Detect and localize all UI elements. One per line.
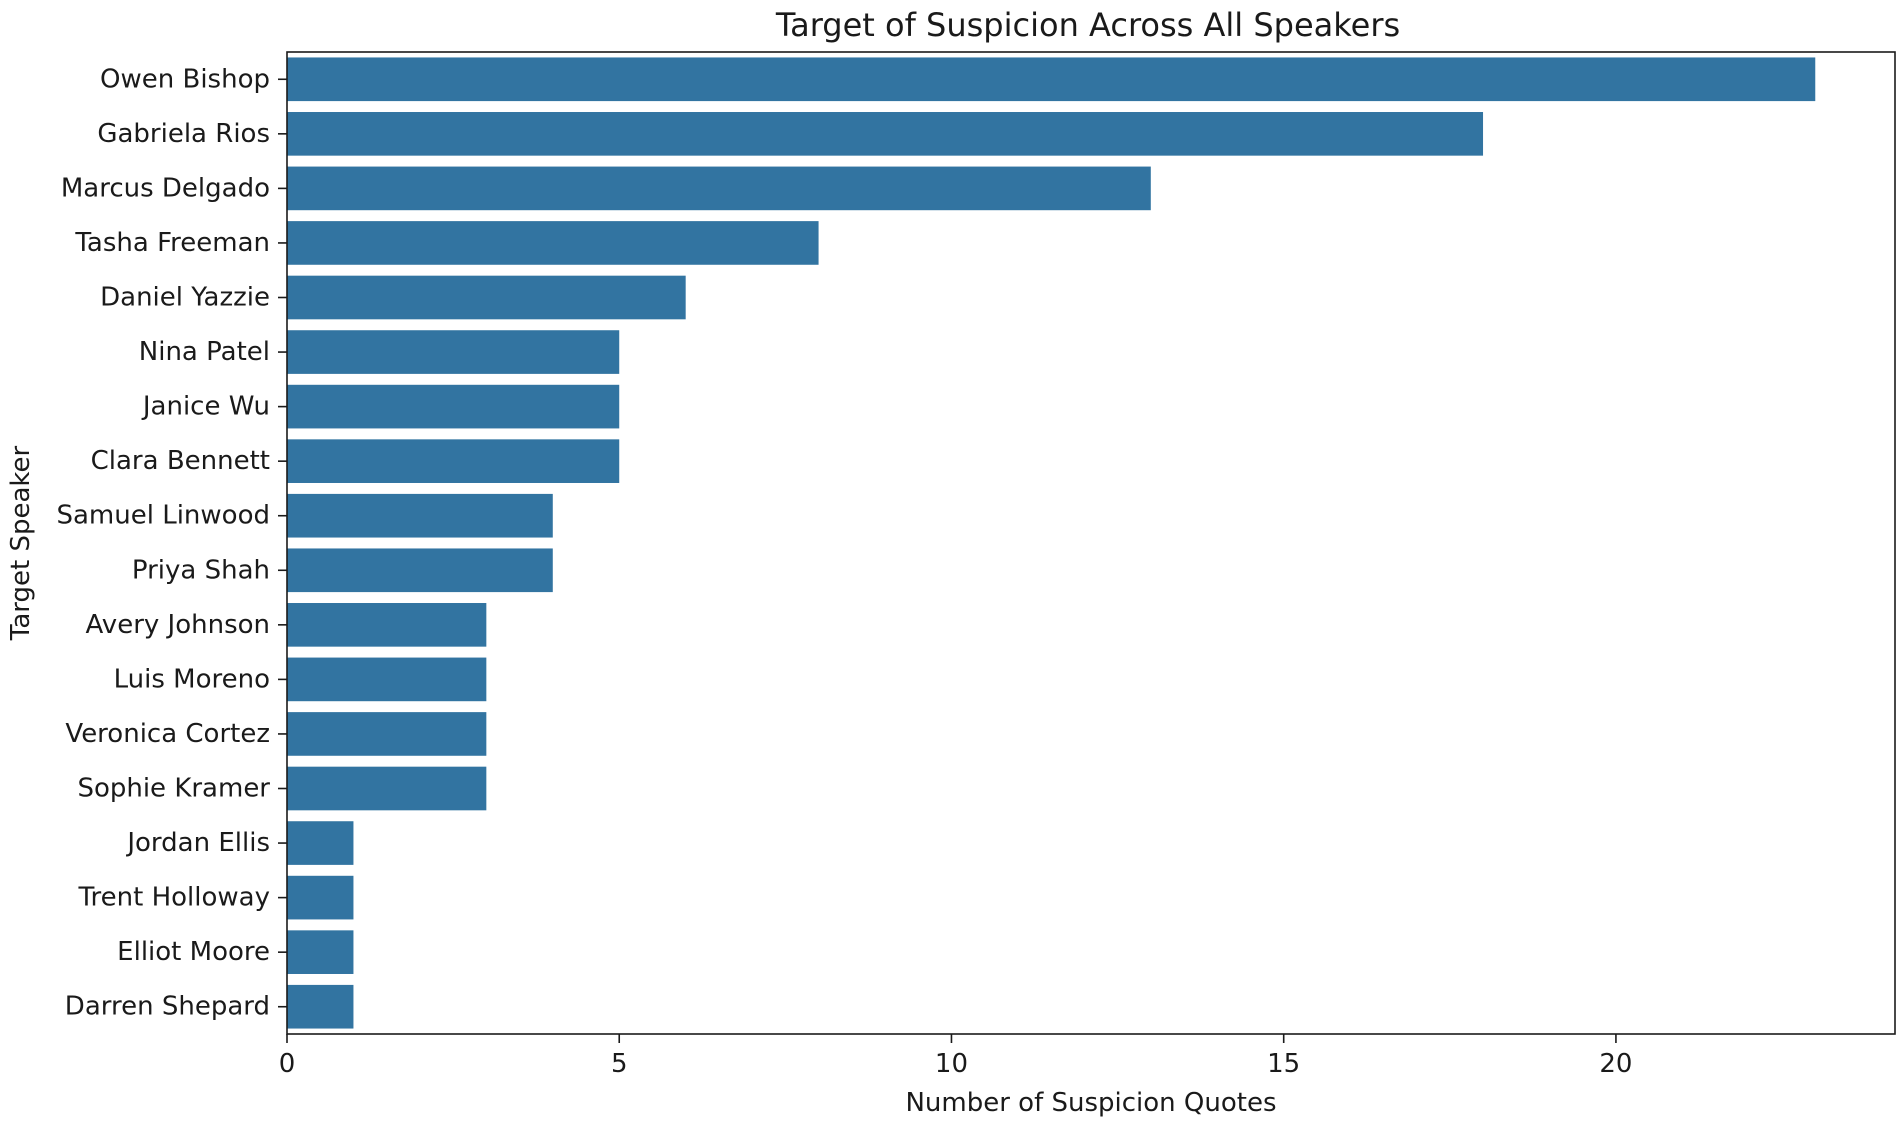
y-tick-label: Daniel Yazzie <box>100 283 270 313</box>
y-tick-label: Owen Bishop <box>100 64 270 94</box>
bar-marcus-delgado <box>287 166 1151 211</box>
y-tick-label: Tasha Freeman <box>74 228 270 258</box>
bar-jordan-ellis <box>287 821 354 865</box>
y-tick-label: Clara Bennett <box>91 446 270 476</box>
y-tick-label: Elliot Moore <box>117 937 270 967</box>
y-axis-ticks: Owen Bishop Gabriela Rios Marcus Delgado Ta… <box>57 64 287 1022</box>
bar-trent-holloway <box>287 875 354 920</box>
y-tick-label: Nina Patel <box>139 337 270 367</box>
chart-title: Target of Suspicion Across All Speakers <box>775 6 1400 44</box>
bar-elliot-moore <box>287 930 354 974</box>
y-axis-label: Target Speaker <box>6 445 36 641</box>
bar-sophie-kramer <box>287 766 487 811</box>
x-tick-label: 10 <box>935 1049 968 1079</box>
x-tick-label: 0 <box>279 1049 296 1079</box>
y-tick-label: Trent Holloway <box>77 883 270 913</box>
y-tick-label: Janice Wu <box>141 392 270 422</box>
bar-janice-wu <box>287 384 620 429</box>
x-axis-label: Number of Suspicion Quotes <box>905 1088 1276 1118</box>
y-tick-label: Sophie Kramer <box>77 774 270 804</box>
bar-samuel-linwood <box>287 493 553 538</box>
bar-luis-moreno <box>287 657 487 702</box>
x-tick-label: 5 <box>611 1049 628 1079</box>
y-tick-label: Avery Johnson <box>86 610 270 640</box>
bar-daniel-yazzie <box>287 275 686 320</box>
y-tick-label: Gabriela Rios <box>97 119 270 149</box>
y-tick-label: Luis Moreno <box>114 664 270 694</box>
y-tick-label: Veronica Cortez <box>65 719 270 749</box>
bar-avery-johnson <box>287 603 487 647</box>
x-tick-label: 15 <box>1267 1049 1300 1079</box>
y-tick-label: Darren Shepard <box>65 992 270 1022</box>
y-tick-label: Samuel Linwood <box>57 501 271 531</box>
y-tick-label: Priya Shah <box>132 555 270 585</box>
y-tick-label: Marcus Delgado <box>61 173 270 203</box>
bar-darren-shepard <box>287 984 354 1029</box>
y-tick-label: Jordan Ellis <box>125 828 270 858</box>
bar-clara-bennett <box>287 439 620 483</box>
bar-veronica-cortez <box>287 712 487 756</box>
bars-group <box>287 57 1816 1029</box>
bar-owen-bishop <box>287 57 1816 102</box>
bar-priya-shah <box>287 548 553 593</box>
x-axis-ticks: 0 5 10 15 20 <box>279 1034 1632 1079</box>
bar-nina-patel <box>287 330 620 374</box>
plot-frame <box>286 51 1896 1035</box>
x-tick-label: 20 <box>1599 1049 1632 1079</box>
bar-gabriela-rios <box>287 112 1484 156</box>
bar-tasha-freeman <box>287 221 819 265</box>
